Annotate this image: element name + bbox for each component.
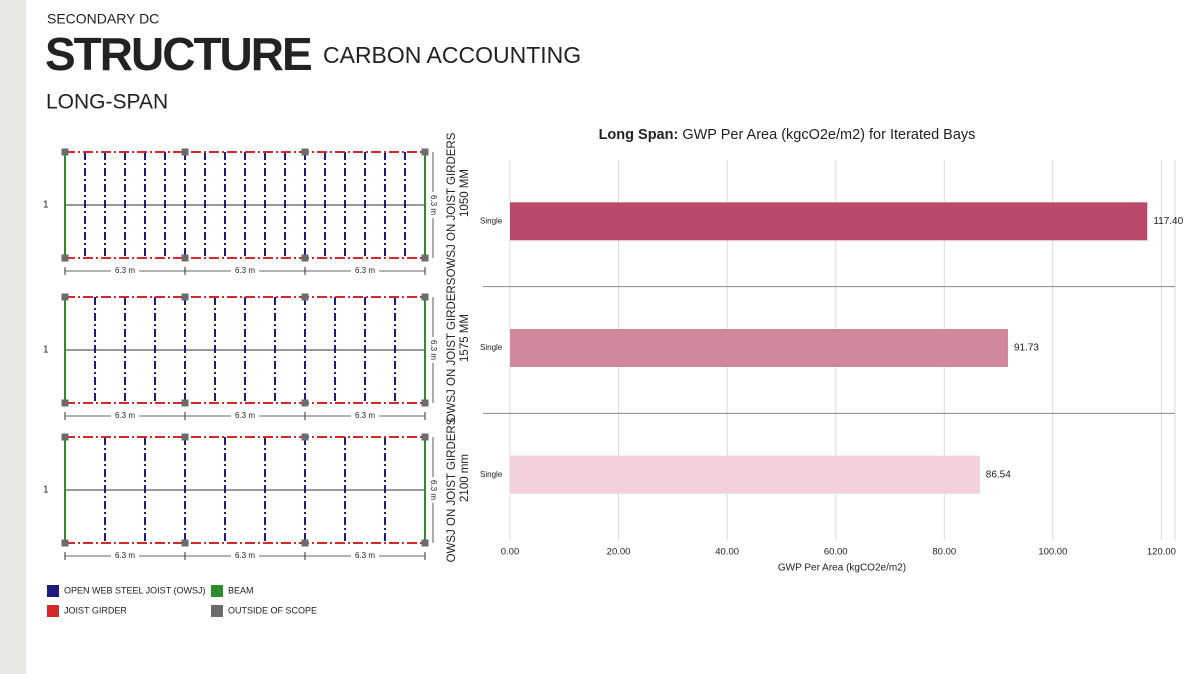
value-label: 91.73 [1014,343,1039,354]
chart-title: Long Span: GWP Per Area (kgcO2e/m2) for … [599,127,976,143]
legend-swatch [211,605,223,617]
dimension-label-bg [231,411,259,421]
dimension-label-bg [111,266,139,276]
subtitle: CARBON ACCOUNTING [323,42,581,68]
column [61,539,69,547]
legend-swatch [47,605,59,617]
span-label: 6.3 m [115,266,135,275]
column [301,433,309,441]
x-tick-label: 40.00 [715,547,739,558]
column [421,293,429,301]
dimension-label-bg [428,337,438,363]
dimension-label-bg [351,551,379,561]
column [61,399,69,407]
legend-label: OUTSIDE OF SCOPE [228,605,317,615]
column [301,148,309,156]
column [181,539,189,547]
column [301,539,309,547]
column [301,254,309,262]
depth-label: 6.3 m [429,480,438,500]
x-tick-label: 120.00 [1147,547,1176,558]
span-label: 6.3 m [235,551,255,560]
x-tick-label: 80.00 [932,547,956,558]
bar [510,329,1008,367]
x-tick-label: 60.00 [824,547,848,558]
dimension-label-bg [428,192,438,218]
value-label: 86.54 [986,469,1011,480]
depth-label: 6.3 m [429,195,438,215]
span-label: 6.3 m [115,411,135,420]
title: STRUCTURE [45,28,311,80]
row-label: 1 [43,485,49,496]
x-tick-label: 20.00 [607,547,631,558]
dimension-label-bg [428,477,438,503]
span-label: 6.3 m [115,551,135,560]
column [421,254,429,262]
row-label: 1 [43,200,49,211]
span-label: 6.3 m [235,266,255,275]
dimension-label-bg [111,551,139,561]
column [181,399,189,407]
chart-title-bold: Long Span: [599,127,679,143]
column [421,148,429,156]
bar [510,202,1148,241]
bar [510,455,980,494]
legend-label: JOIST GIRDER [64,605,127,615]
diagram-size: 2100 mm [459,454,471,502]
x-tick-label: 0.00 [501,547,520,558]
span-label: 6.3 m [355,266,375,275]
span-label: 6.3 m [355,411,375,420]
column [181,254,189,262]
chart-title-rest: GWP Per Area (kgcO2e/m2) for Iterated Ba… [682,127,975,143]
category-label: Single [480,470,503,479]
span-label: 6.3 m [235,411,255,420]
column [421,433,429,441]
dimension-label-bg [231,551,259,561]
column [301,293,309,301]
section: LONG-SPAN [46,91,168,114]
dimension-label-bg [351,411,379,421]
depth-label: 6.3 m [429,340,438,360]
column [181,148,189,156]
dimension-label-bg [351,266,379,276]
dimension-label-bg [111,411,139,421]
dimension-label-bg [231,266,259,276]
value-label: 117.40 [1153,216,1183,227]
diagram-size: 1050 MM [459,169,471,217]
kicker: SECONDARY DC [47,11,159,27]
column [181,433,189,441]
column [181,293,189,301]
x-axis-label: GWP Per Area (kgCO2e/m2) [778,563,906,574]
legend-swatch [47,585,59,597]
legend-label: OPEN WEB STEEL JOIST (OWSJ) [64,585,206,595]
x-tick-label: 100.00 [1038,547,1067,558]
column [421,399,429,407]
category-label: Single [480,216,503,225]
diagram-size: 1575 MM [459,314,471,362]
legend-swatch [211,585,223,597]
row-label: 1 [43,345,49,356]
column [61,148,69,156]
diagram-label: OWSJ ON JOIST GIRDERS [446,277,458,422]
span-label: 6.3 m [355,551,375,560]
diagram-label: OWSJ ON JOIST GIRDERS [446,417,458,562]
category-label: Single [480,343,503,352]
legend-label: BEAM [228,585,254,595]
column [301,399,309,407]
column [61,293,69,301]
side-strip [0,0,26,674]
column [61,254,69,262]
column [61,433,69,441]
column [421,539,429,547]
diagram-label: OWSJ ON JOIST GIRDERS [446,132,458,277]
